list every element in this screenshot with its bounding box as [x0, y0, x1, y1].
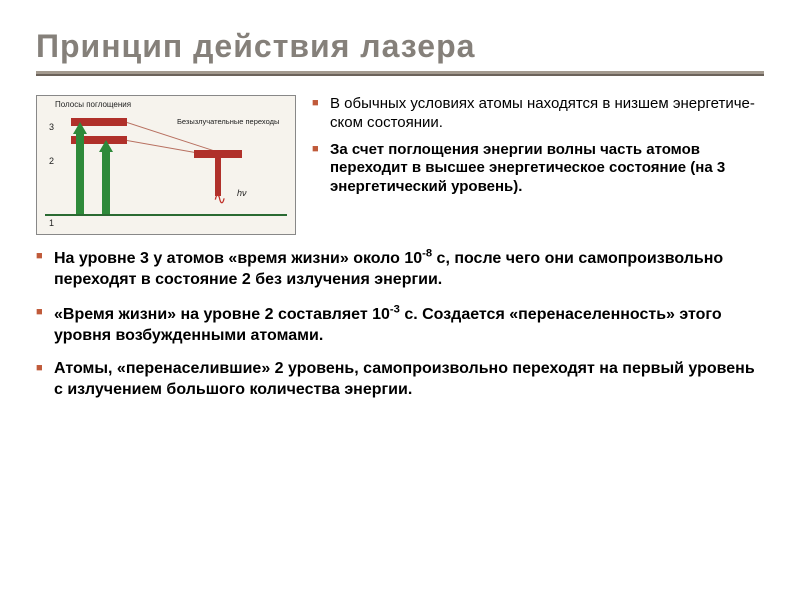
diagram-level-label-1: 1: [49, 218, 54, 228]
diagram-level-label-3: 3: [49, 122, 54, 132]
bullet-item: На уровне 3 у атомов «время жизни» около…: [36, 247, 764, 291]
diagram-arrow-up-1: [73, 122, 87, 216]
top-bullet-list: В обычных условиях атомы находятся в низ…: [312, 95, 764, 235]
bottom-bullet-list: На уровне 3 у атомов «время жизни» около…: [36, 247, 764, 400]
bullet-item: За счет поглощения энергии волны часть а…: [312, 141, 764, 197]
top-row: Полосы поглощения Безызлучательные перех…: [36, 95, 764, 235]
arrow-shaft: [76, 132, 84, 216]
bullet-item: Атомы, «перенаселившие» 2 уровень, самоп…: [36, 359, 764, 401]
energy-level-diagram: Полосы поглощения Безызлучательные перех…: [36, 95, 296, 235]
diagram-arrow-up-2: [99, 140, 113, 216]
diagram-label-nonradiative: Безызлучательные переходы: [177, 118, 279, 126]
diagram-wave-icon: ∿: [213, 196, 226, 204]
diagram-label-absorption: Полосы поглощения: [55, 100, 131, 109]
diagram-emission-stem: [215, 156, 221, 196]
title-underline: [36, 71, 764, 77]
diagram-baseline: [45, 214, 287, 216]
underline-bar-bottom: [36, 74, 764, 76]
slide-title: Принцип действия лазера: [36, 28, 764, 65]
diagram-hv-label: hν: [237, 188, 247, 198]
bullet-item: «Время жизни» на уровне 2 составляет 10-…: [36, 303, 764, 347]
arrow-shaft: [102, 150, 110, 216]
slide: Принцип действия лазера Полосы поглощени…: [0, 0, 800, 600]
bullet-item: В обычных условиях атомы находятся в низ…: [312, 95, 764, 133]
diagram-level-label-2: 2: [49, 156, 54, 166]
